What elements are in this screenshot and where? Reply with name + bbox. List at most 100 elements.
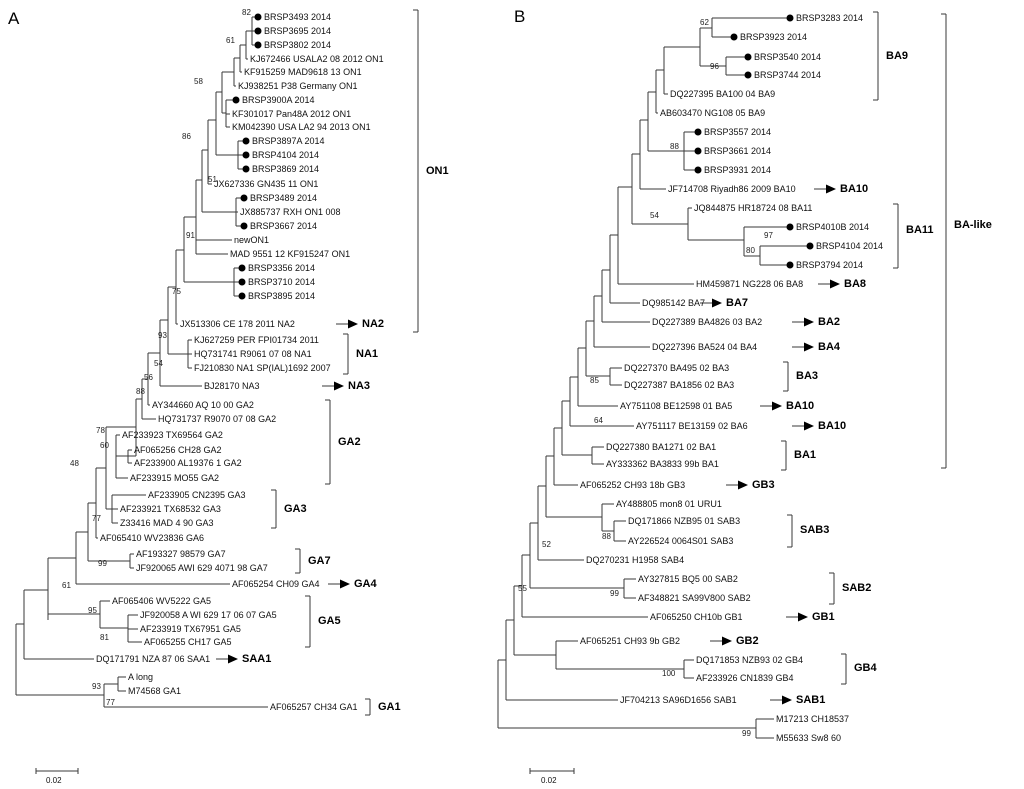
taxon-label: BRSP3356 2014 [248,263,316,273]
clade-arrow-label: SAA1 [242,653,272,665]
taxon-label: DQ985142 BA7 [642,298,706,308]
taxon-label: AF233923 TX69564 GA2 [122,430,223,440]
taxon-label: AY226524 0064S01 SAB3 [628,536,734,546]
clade-bracket-label: GA5 [318,615,341,627]
taxon-label: BRSP4104 2014 [252,150,320,160]
taxon-label: BRSP3493 2014 [264,12,332,22]
bootstrap-value: 93 [158,331,167,340]
taxon-label: DQ227387 BA1856 02 BA3 [624,380,735,390]
bootstrap-value: 100 [662,669,676,678]
taxon-label: A long [128,672,154,682]
bootstrap-value: 99 [742,729,751,738]
taxon-label: KJ627259 PER FPI01734 2011 [194,335,319,345]
clade-bracket-label: BA11 [906,224,934,236]
taxon-label: AY751117 BE13159 02 BA6 [636,421,748,431]
taxon-label: AY751108 BE12598 01 BA5 [620,401,733,411]
taxon-label: BRSP3667 2014 [250,221,318,231]
bootstrap-value: 96 [710,62,719,71]
taxon-label: HQ731741 R9061 07 08 NA1 [194,349,312,359]
taxon-label: JX627336 GN435 11 ON1 [214,179,319,189]
taxon-label: BRSP3895 2014 [248,291,316,301]
clade-bracket-label: GB4 [854,662,877,674]
taxon-label: KJ938251 P38 Germany ON1 [238,81,358,91]
taxon-label: AF065255 CH17 GA5 [144,637,232,647]
taxon-label: BRSP3710 2014 [248,277,316,287]
taxon-label: BRSP3931 2014 [704,165,772,175]
taxon-label: MAD 9551 12 KF915247 ON1 [230,249,351,259]
taxon-label: DQ227370 BA495 02 BA3 [624,363,730,373]
clade-bracket-label: SAB3 [800,524,830,536]
bootstrap-value: 93 [92,682,101,691]
taxon-label: BRSP3900A 2014 [242,95,315,105]
clade-bracket-label: SAB2 [842,582,872,594]
taxon-label: JQ844875 HR18724 08 BA11 [694,203,813,213]
bootstrap-value: 95 [88,606,97,615]
bootstrap-value: 54 [154,359,163,368]
taxon-label: DQ171791 NZA 87 06 SAA1 [96,654,211,664]
taxon-label: AF065252 CH93 18b GB3 [580,480,686,490]
taxon-label: AF233919 TX67951 GA5 [140,624,241,634]
clade-bracket-label: GA3 [284,503,307,515]
bootstrap-value: 48 [70,459,79,468]
bootstrap-value: 78 [96,426,105,435]
scale-bar-label: 0.02 [541,776,557,785]
bootstrap-value: 56 [144,373,153,382]
clade-arrow-label: GB1 [812,611,835,623]
bootstrap-value: 88 [670,142,679,151]
taxon-label: AF065251 CH93 9b GB2 [580,636,681,646]
bootstrap-value: 77 [92,514,101,523]
panel-letter-A: A [8,9,20,28]
clade-bracket-label: BA-like [954,219,992,231]
clade-bracket-label: NA1 [356,348,379,360]
taxon-label: AY344660 AQ 10 00 GA2 [152,400,254,410]
bootstrap-value: 64 [594,416,603,425]
bootstrap-value: 62 [700,18,709,27]
clade-arrow-label: BA10 [818,420,847,432]
taxon-label: KF301017 Pan48A 2012 ON1 [232,109,352,119]
taxon-label: AF065250 CH10b GB1 [650,612,743,622]
taxon-label: AF193327 98579 GA7 [136,549,226,559]
taxon-label: AB603470 NG108 05 BA9 [660,108,766,118]
clade-arrow-label: BA4 [818,341,841,353]
bootstrap-value: 55 [518,584,527,593]
taxon-label: AF233915 MO55 GA2 [130,473,220,483]
clade-arrow-label: GB2 [736,635,759,647]
taxon-label: AF065254 CH09 GA4 [232,579,320,589]
clade-arrow-label: NA3 [348,380,371,392]
clade-arrow-label: GB3 [752,479,775,491]
clade-arrow-label: BA8 [844,278,867,290]
taxon-label: Z33416 MAD 4 90 GA3 [120,518,214,528]
taxon-label: AF065256 CH28 GA2 [134,445,222,455]
clade-bracket-label: BA3 [796,370,819,382]
clade-bracket-label: GA1 [378,701,401,713]
taxon-label: HQ731737 R9070 07 08 GA2 [158,414,277,424]
clade-arrow-label: SAB1 [796,694,826,706]
clade-bracket-label: GA2 [338,436,361,448]
taxon-label: JX885737 RXH ON1 008 [240,207,341,217]
bootstrap-value: 61 [62,581,71,590]
taxon-label: AY488805 mon8 01 URU1 [616,499,722,509]
taxon-label: AF065257 CH34 GA1 [270,702,358,712]
taxon-label: AY327815 BQ5 00 SAB2 [638,574,738,584]
bootstrap-value: 80 [746,246,755,255]
clade-arrow-label: NA2 [362,318,385,330]
clade-bracket-label: BA9 [886,50,909,62]
taxon-label: AY333362 BA3833 99b BA1 [606,459,719,469]
taxon-label: BRSP3489 2014 [250,193,318,203]
bootstrap-value: 91 [186,231,195,240]
taxon-label: JF704213 SA96D1656 SAB1 [620,695,737,705]
taxon-label: BRSP3794 2014 [796,260,864,270]
taxon-label: DQ270231 H1958 SAB4 [586,555,685,565]
taxon-label: M55633 Sw8 60 [776,733,842,743]
clade-arrow-label: BA2 [818,316,841,328]
clade-arrow-label: BA10 [840,183,869,195]
taxon-label: BRSP3802 2014 [264,40,332,50]
clade-bracket-label: GA7 [308,555,331,567]
taxon-label: DQ227396 BA524 04 BA4 [652,342,758,352]
taxon-label: BRSP3540 2014 [754,52,822,62]
taxon-label: AF348821 SA99V800 SAB2 [638,593,751,603]
clade-arrow-label: BA7 [726,297,749,309]
taxon-label: BJ28170 NA3 [204,381,260,391]
